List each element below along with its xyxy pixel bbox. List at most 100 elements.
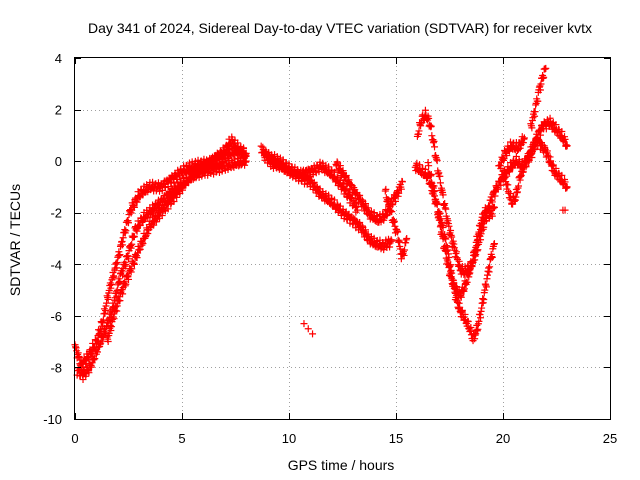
data-point <box>497 181 505 189</box>
data-point <box>457 293 465 301</box>
data-point <box>436 179 444 187</box>
data-point <box>488 253 496 261</box>
data-point <box>391 197 399 205</box>
data-point <box>537 80 545 88</box>
series-band-l <box>527 64 550 132</box>
data-point <box>395 189 403 197</box>
series-isolated <box>300 206 569 338</box>
data-point <box>128 240 136 248</box>
data-point <box>130 233 138 241</box>
data-point <box>448 233 456 241</box>
data-point <box>110 273 118 281</box>
data-point <box>442 247 450 255</box>
data-point <box>469 257 477 265</box>
data-point <box>134 249 142 257</box>
data-point <box>467 323 475 331</box>
data-point <box>330 168 338 176</box>
series-band-m <box>495 133 528 172</box>
data-point <box>91 355 99 363</box>
data-point <box>125 255 132 263</box>
data-point <box>542 64 550 72</box>
data-point <box>388 208 396 216</box>
data-point <box>490 240 498 248</box>
data-point <box>425 162 433 170</box>
data-point <box>490 204 498 212</box>
series-band-k <box>499 134 571 208</box>
data-point <box>300 320 308 328</box>
data-point <box>382 185 390 193</box>
plot-frame <box>74 57 611 420</box>
x-tick-labels: 0 5 10 15 20 25 <box>71 431 617 446</box>
data-point <box>119 241 127 249</box>
data-point <box>122 227 130 235</box>
y-tick-label: -2 <box>50 206 62 221</box>
data-point <box>342 171 350 179</box>
data-point <box>458 306 466 314</box>
data-point <box>436 216 444 224</box>
data-point <box>221 150 229 158</box>
data-point <box>85 369 93 377</box>
data-point <box>452 248 460 256</box>
data-point <box>531 108 539 116</box>
data-point <box>385 200 393 208</box>
data-point <box>431 187 439 195</box>
data-point <box>436 223 444 231</box>
data-point <box>558 128 566 136</box>
data-point <box>336 176 344 184</box>
data-point <box>464 318 472 326</box>
y-tick-label: -4 <box>50 257 62 272</box>
data-point <box>528 149 536 157</box>
y-tick-label: -10 <box>43 412 62 427</box>
data-point <box>477 314 485 322</box>
grid-lines <box>75 58 610 419</box>
data-point <box>125 275 132 283</box>
data-point <box>442 205 450 213</box>
y-tick-labels: -10 -8 -6 -4 -2 0 2 4 <box>43 51 62 427</box>
data-point <box>116 297 124 305</box>
data-point <box>104 295 112 303</box>
data-point <box>119 290 127 298</box>
data-point <box>242 152 250 160</box>
data-point <box>122 280 130 288</box>
x-axis-label: GPS time / hours <box>288 457 395 473</box>
data-point <box>397 185 405 193</box>
x-tick-label: 15 <box>389 431 403 446</box>
data-point <box>504 181 512 189</box>
data-point <box>540 73 548 81</box>
data-point <box>309 330 317 338</box>
data-point <box>128 265 136 273</box>
data-point <box>136 245 144 253</box>
data-point <box>482 283 490 291</box>
data-point <box>125 219 132 227</box>
data-point <box>460 285 468 293</box>
data-point <box>558 171 566 179</box>
series-band-j <box>424 159 498 301</box>
data-point <box>466 265 474 273</box>
data-point <box>488 198 496 206</box>
axis-ticks <box>75 58 611 420</box>
data-point <box>304 325 312 333</box>
data-point <box>497 164 505 172</box>
data-point <box>512 193 520 201</box>
data-point <box>445 222 453 230</box>
data-point <box>433 201 441 209</box>
data-point <box>136 222 144 230</box>
data-point <box>427 122 435 130</box>
data-point <box>336 162 344 170</box>
data-point <box>561 135 569 143</box>
data-point <box>515 182 523 190</box>
chart-title: Day 341 of 2024, Sidereal Day-to-day VTE… <box>88 20 592 36</box>
data-point <box>130 260 138 268</box>
data-point <box>477 225 485 233</box>
x-tick-label: 10 <box>282 431 296 446</box>
data-point <box>104 338 112 346</box>
data-point <box>475 317 483 325</box>
data-point <box>130 203 138 211</box>
data-point <box>481 286 489 294</box>
data-point <box>494 185 502 193</box>
data-point <box>401 246 409 254</box>
data-point <box>110 315 118 323</box>
data-point <box>480 295 488 303</box>
data-point <box>433 157 441 165</box>
